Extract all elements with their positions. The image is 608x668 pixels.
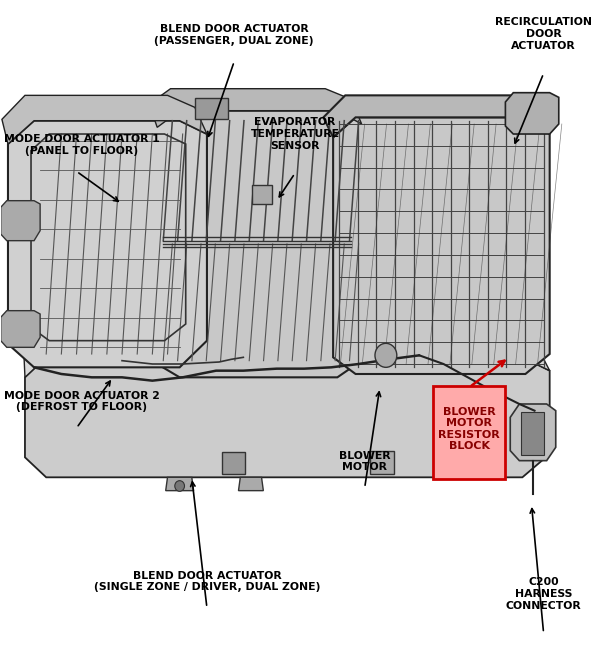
- Polygon shape: [505, 93, 559, 134]
- Polygon shape: [8, 121, 207, 367]
- Text: BLEND DOOR ACTUATOR
(PASSENGER, DUAL ZONE): BLEND DOOR ACTUATOR (PASSENGER, DUAL ZON…: [154, 24, 314, 45]
- Polygon shape: [25, 357, 550, 478]
- FancyBboxPatch shape: [434, 386, 505, 479]
- Polygon shape: [333, 118, 550, 374]
- Polygon shape: [323, 96, 550, 138]
- Text: BLOWER
MOTOR: BLOWER MOTOR: [339, 451, 390, 472]
- Bar: [521, 412, 544, 456]
- Text: BLOWER
MOTOR
RESISTOR
BLOCK: BLOWER MOTOR RESISTOR BLOCK: [438, 407, 500, 452]
- Text: EVAPORATOR
TEMPERATURE
SENSOR: EVAPORATOR TEMPERATURE SENSOR: [250, 118, 339, 150]
- Bar: [370, 451, 394, 474]
- Polygon shape: [24, 334, 550, 377]
- Text: MODE DOOR ACTUATOR 2
(DEFROST TO FLOOR): MODE DOOR ACTUATOR 2 (DEFROST TO FLOOR): [4, 391, 160, 412]
- Text: BLEND DOOR ACTUATOR
(SINGLE ZONE / DRIVER, DUAL ZONE): BLEND DOOR ACTUATOR (SINGLE ZONE / DRIVE…: [94, 570, 320, 593]
- Polygon shape: [2, 96, 207, 144]
- Circle shape: [174, 481, 184, 492]
- Circle shape: [375, 343, 397, 367]
- Text: MODE DOOR ACTUATOR 1
(PANEL TO FLOOR): MODE DOOR ACTUATOR 1 (PANEL TO FLOOR): [4, 134, 159, 156]
- Polygon shape: [1, 311, 40, 347]
- Bar: [252, 185, 272, 204]
- Polygon shape: [1, 200, 40, 240]
- Bar: [222, 452, 245, 474]
- Text: C200
HARNESS
CONNECTOR: C200 HARNESS CONNECTOR: [506, 577, 581, 611]
- Polygon shape: [238, 478, 263, 491]
- Polygon shape: [150, 89, 362, 128]
- Polygon shape: [157, 111, 362, 377]
- Text: RECIRCULATION
DOOR
ACTUATOR: RECIRCULATION DOOR ACTUATOR: [495, 17, 592, 51]
- Bar: [195, 98, 228, 120]
- Polygon shape: [166, 478, 193, 491]
- Polygon shape: [510, 404, 556, 461]
